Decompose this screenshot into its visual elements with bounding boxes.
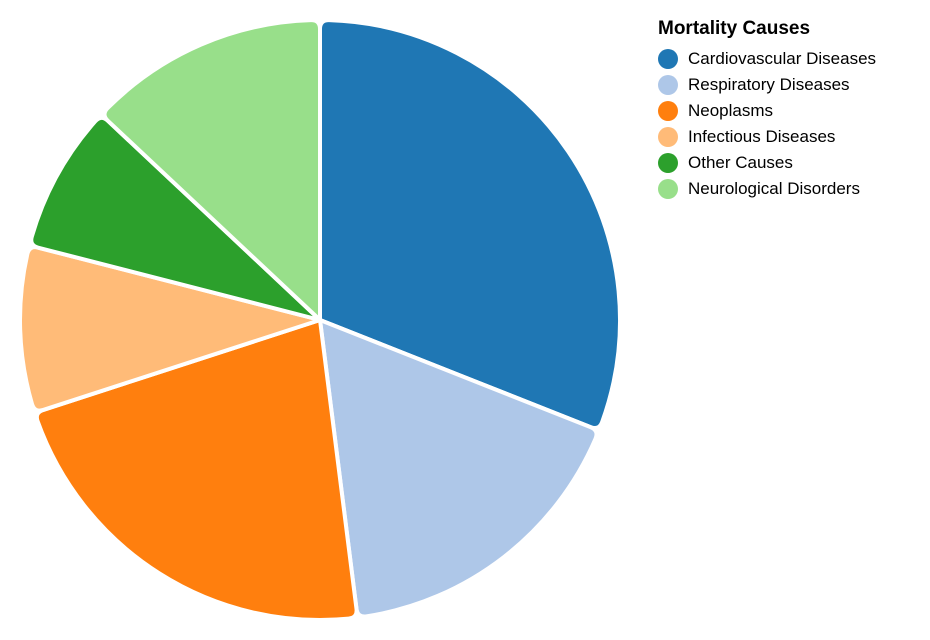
pie-slice-neoplasms [34,318,359,622]
pie-slice-infectious-diseases [18,245,322,413]
legend-label: Infectious Diseases [688,127,836,146]
pie-plot-area [18,18,622,622]
legend-label: Neoplasms [688,101,774,120]
legend-swatch [658,153,678,173]
legend-items: Cardiovascular Diseases Respiratory Disea… [658,46,876,202]
legend-label: Respiratory Diseases [688,75,850,94]
legend-swatch [658,49,678,69]
pie-slice-respiratory-diseases [318,318,599,619]
legend-item: Other Causes [658,150,876,176]
legend-item: Respiratory Diseases [658,72,876,98]
legend-item: Infectious Diseases [658,124,876,150]
legend-swatch [658,127,678,147]
legend-label: Neurological Disorders [688,179,860,198]
legend-item: Cardiovascular Diseases [658,46,876,72]
legend-item: Neoplasms [658,98,876,124]
pie-slice-neurological-disorders [102,18,322,322]
legend-swatch [658,101,678,121]
pie-slice-cardiovascular-diseases [318,18,622,431]
legend-swatch [658,179,678,199]
legend-item: Neurological Disorders [658,176,876,202]
legend-label: Other Causes [688,153,793,172]
pie-slice-other-causes [29,115,322,322]
legend: Mortality Causes Cardiovascular Diseases… [658,18,876,202]
legend-title: Mortality Causes [658,18,811,39]
legend-swatch [658,75,678,95]
legend-label: Cardiovascular Diseases [688,49,877,68]
